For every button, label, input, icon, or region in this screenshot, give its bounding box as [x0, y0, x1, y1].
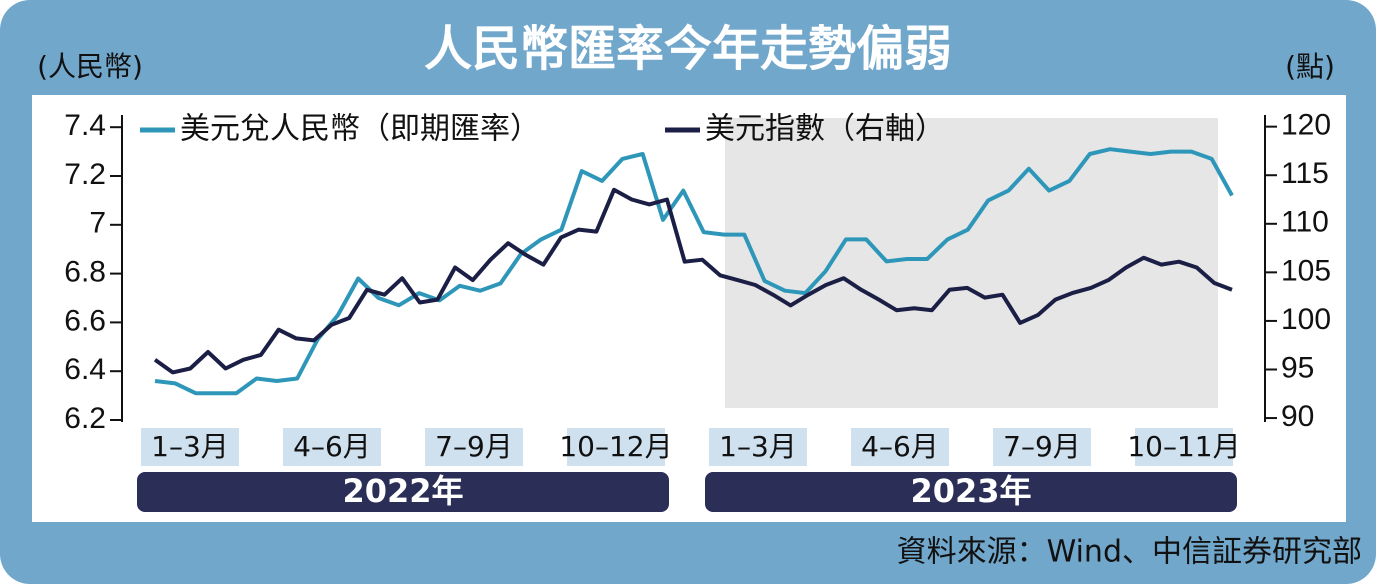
chart-title: 人民幣匯率今年走勢偏弱	[424, 21, 952, 77]
quarter-box	[851, 428, 949, 466]
year-band	[705, 472, 1237, 512]
year-label: 2022年	[342, 472, 463, 510]
y-tick-label: 7.2	[64, 158, 106, 191]
quarter-box	[425, 428, 523, 466]
y-tick-label: 6.4	[64, 353, 106, 386]
y-tick-label: 6.8	[64, 256, 106, 289]
x-tick-label: 4–6月	[861, 430, 939, 463]
y-axis-label: (人民幣)	[37, 50, 143, 83]
y2-tick-label: 105	[1281, 254, 1331, 287]
y2-tick-label: 100	[1281, 303, 1331, 336]
y-tick-label: 7	[89, 207, 106, 240]
year-label: 2023年	[910, 472, 1031, 510]
x-tick-label: 1–3月	[719, 430, 797, 463]
series-line	[154, 147, 1234, 396]
quarter-box	[1135, 428, 1233, 466]
y2-tick-label: 110	[1281, 206, 1329, 239]
series-line	[153, 187, 1233, 375]
quarter-box	[567, 428, 665, 466]
x-tick-label: 1–3月	[151, 430, 229, 463]
quarter-box	[709, 428, 807, 466]
source: 資料來源：Wind、中信証券研究部	[897, 535, 1362, 570]
shade-2023	[725, 118, 1218, 408]
x-tick-label: 10–11月	[1127, 430, 1240, 463]
quarter-box	[283, 428, 381, 466]
y2-axis-label: (點)	[1285, 50, 1335, 83]
legend-label: 美元指數（右軸）	[705, 112, 945, 147]
x-tick-label: 7–9月	[435, 430, 513, 463]
quarter-box	[993, 428, 1091, 466]
y-tick-label: 6.6	[64, 304, 106, 337]
x-tick-label: 10–12月	[559, 430, 672, 463]
y2-tick-label: 120	[1281, 109, 1331, 142]
quarter-box	[141, 428, 239, 466]
y2-tick-label: 90	[1281, 400, 1314, 433]
y2-tick-label: 115	[1281, 157, 1329, 190]
x-tick-label: 4–6月	[293, 430, 371, 463]
year-band	[137, 472, 669, 512]
y-tick-label: 7.4	[64, 109, 106, 142]
y-tick-label: 6.2	[64, 402, 106, 435]
legend-label: 美元兌人民幣（即期匯率）	[180, 112, 540, 147]
x-tick-label: 7–9月	[1003, 430, 1081, 463]
y2-tick-label: 95	[1281, 351, 1314, 384]
